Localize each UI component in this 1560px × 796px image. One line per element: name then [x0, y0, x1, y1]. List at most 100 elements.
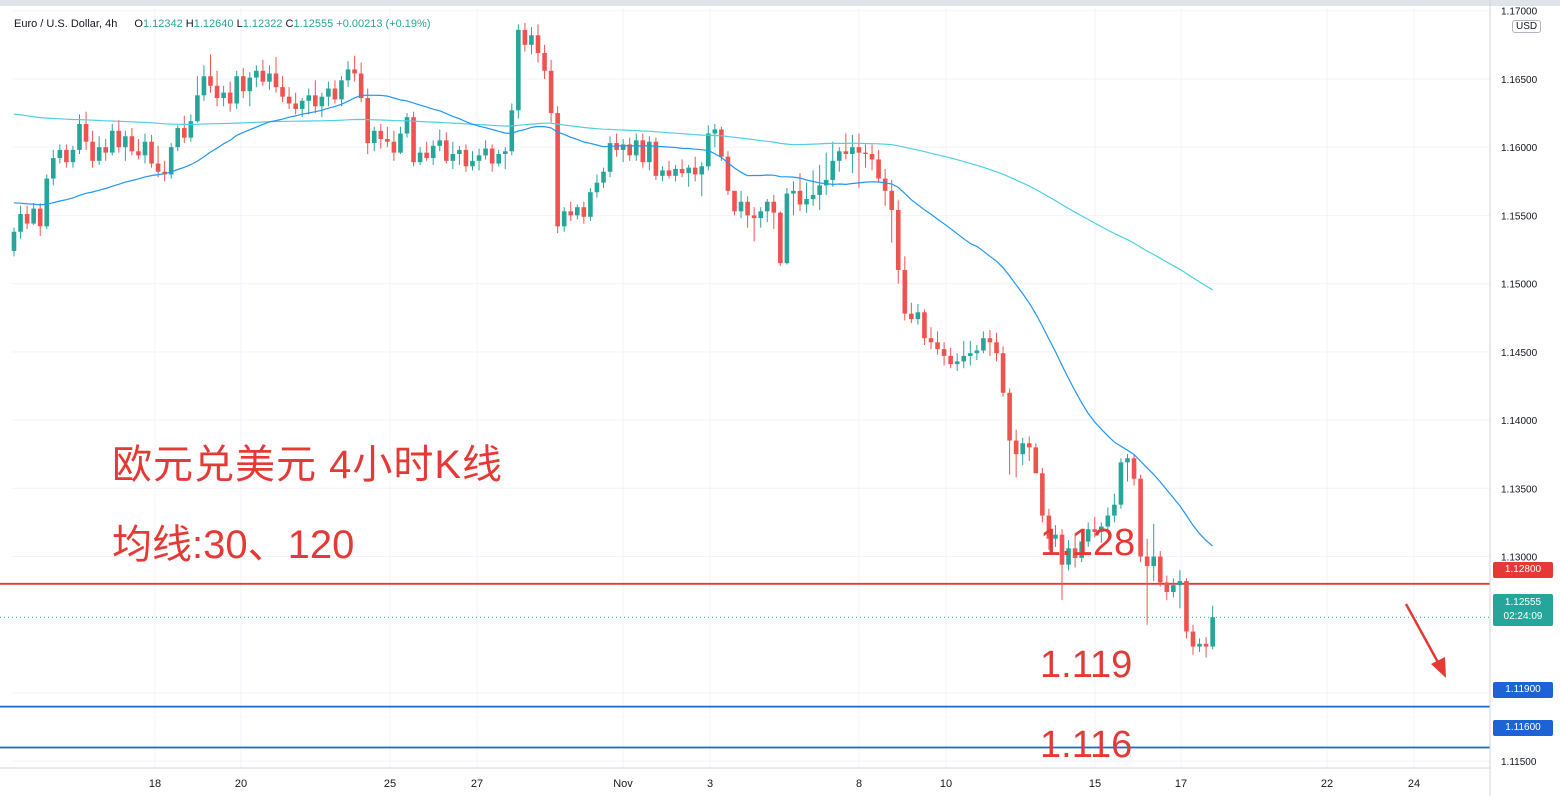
candle-body	[869, 153, 875, 160]
candle-body	[109, 130, 115, 153]
candle-body	[581, 207, 587, 217]
candle-body	[339, 80, 344, 100]
candle-body	[385, 138, 390, 142]
candle-body	[489, 148, 495, 164]
open-value: 1.12342	[142, 18, 183, 30]
candle-body	[850, 147, 855, 154]
candle-body	[247, 77, 253, 92]
time-tick-label: Nov	[613, 778, 633, 790]
candle-body	[1072, 548, 1078, 558]
candle-body	[922, 312, 927, 339]
price-tick-label: 1.15500	[1501, 211, 1538, 222]
candle-body	[568, 211, 574, 216]
candle-body	[319, 96, 325, 107]
candle-body	[954, 361, 960, 365]
candle-body	[810, 194, 816, 200]
time-tick-label: 27	[471, 778, 483, 790]
candle-body	[830, 160, 836, 180]
candle-body	[1177, 581, 1183, 586]
candle-body	[182, 128, 187, 138]
candle-body	[149, 141, 154, 164]
candle-body	[1164, 582, 1170, 592]
candle-body	[974, 350, 980, 354]
low-label: L	[236, 18, 243, 30]
candle-body	[299, 100, 305, 109]
candle-body	[817, 185, 822, 195]
close-label: C	[285, 18, 294, 30]
time-tick-label: 22	[1321, 778, 1333, 790]
candle-body	[227, 92, 233, 104]
change-value: +0.00213 (+0.19%)	[336, 18, 431, 30]
candle-body	[444, 140, 449, 161]
candle-body	[863, 152, 868, 154]
candle-body	[633, 140, 639, 156]
candle-body	[653, 141, 659, 176]
high-value: 1.12640	[193, 18, 234, 30]
candle-body	[214, 85, 220, 99]
candle-body	[240, 76, 246, 92]
candle-body	[509, 110, 515, 152]
candle-body	[660, 170, 665, 176]
last-price-value: 1.12555	[1504, 597, 1542, 608]
candle-body	[915, 312, 921, 320]
candle-body	[620, 144, 626, 150]
candle-body	[987, 338, 993, 343]
symbol-label[interactable]: Euro / U.S. Dollar, 4h	[14, 18, 118, 30]
candle-body	[764, 201, 770, 212]
time-tick-label: 8	[856, 778, 862, 790]
price-tag-1119: 1.11900	[1493, 682, 1553, 698]
candle-body	[771, 201, 777, 213]
candle-body	[411, 117, 416, 163]
price-tick-label: 1.11500	[1501, 757, 1537, 768]
arrow-head	[1431, 657, 1446, 678]
time-tick-label: 18	[149, 778, 161, 790]
currency-badge[interactable]: USD	[1512, 20, 1542, 33]
candle-body	[725, 156, 731, 191]
candle-body	[70, 149, 76, 163]
level-label-1128: 1.128	[1040, 522, 1136, 564]
candle-body	[365, 98, 370, 144]
candle-body	[843, 151, 849, 154]
candle-body	[797, 190, 803, 205]
candle-body	[529, 35, 534, 45]
candle-body	[502, 151, 508, 154]
candle-body	[254, 70, 259, 78]
candle-body	[476, 155, 482, 161]
candle-body	[1079, 541, 1084, 558]
candle-body	[902, 269, 908, 314]
level-label-1116: 1.116	[1040, 724, 1133, 766]
candle-body	[856, 147, 862, 153]
candle-body	[90, 141, 95, 161]
candle-body	[496, 153, 501, 164]
candle-body	[601, 171, 606, 183]
candle-body	[640, 140, 646, 163]
candle-body	[1190, 631, 1196, 647]
candle-body	[136, 151, 141, 156]
candle-body	[1026, 443, 1032, 448]
candle-body	[155, 163, 161, 172]
candle-body	[391, 141, 397, 153]
time-tick-label: 20	[235, 778, 247, 790]
candle-body	[784, 193, 790, 264]
candle-body	[1033, 447, 1039, 474]
top-border	[0, 0, 1560, 6]
candle-body	[352, 69, 357, 74]
candle-body	[1118, 462, 1124, 505]
candle-body	[378, 130, 384, 139]
candle-body	[1131, 458, 1137, 479]
open-label: O	[134, 18, 143, 30]
candle-body	[129, 136, 135, 152]
candle-body	[1157, 556, 1163, 583]
ma-120-line	[13, 113, 1213, 291]
candle-body	[457, 149, 462, 154]
time-tick-label: 25	[384, 778, 396, 790]
candle-body	[837, 151, 842, 161]
bar-countdown: 02:24:09	[1503, 611, 1543, 622]
candle-body	[778, 212, 783, 264]
candle-body	[51, 158, 56, 179]
candle-body	[1046, 515, 1052, 539]
annotation-title: 欧元兑美元 4小时K线	[112, 443, 504, 487]
candle-body	[470, 160, 475, 167]
candle-body	[358, 73, 364, 99]
